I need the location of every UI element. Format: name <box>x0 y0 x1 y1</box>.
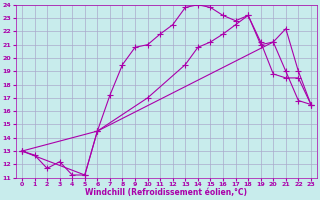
X-axis label: Windchill (Refroidissement éolien,°C): Windchill (Refroidissement éolien,°C) <box>85 188 247 197</box>
